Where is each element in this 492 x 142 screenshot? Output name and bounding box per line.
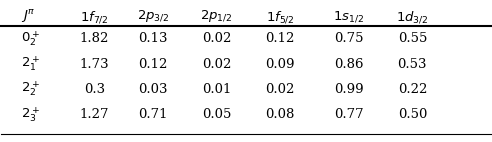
Text: 1.73: 1.73: [80, 58, 109, 71]
Text: 0.02: 0.02: [202, 58, 231, 71]
Text: $2^+_1$: $2^+_1$: [21, 55, 40, 73]
Text: $1f_{5/2}$: $1f_{5/2}$: [266, 9, 295, 25]
Text: $1f_{7/2}$: $1f_{7/2}$: [80, 9, 109, 25]
Text: 0.53: 0.53: [398, 58, 427, 71]
Text: 0.08: 0.08: [266, 108, 295, 121]
Text: 0.03: 0.03: [138, 83, 168, 96]
Text: $2^+_3$: $2^+_3$: [21, 105, 40, 124]
Text: $2p_{3/2}$: $2p_{3/2}$: [137, 9, 169, 24]
Text: $1s_{1/2}$: $1s_{1/2}$: [333, 9, 364, 24]
Text: 1.82: 1.82: [80, 33, 109, 45]
Text: $2p_{1/2}$: $2p_{1/2}$: [200, 9, 233, 24]
Text: 0.01: 0.01: [202, 83, 231, 96]
Text: 0.75: 0.75: [334, 33, 364, 45]
Text: 0.77: 0.77: [334, 108, 364, 121]
Text: 0.86: 0.86: [334, 58, 364, 71]
Text: $0^+_2$: $0^+_2$: [21, 30, 40, 48]
Text: 0.02: 0.02: [266, 83, 295, 96]
Text: 0.13: 0.13: [138, 33, 168, 45]
Text: 0.22: 0.22: [398, 83, 427, 96]
Text: $1d_{3/2}$: $1d_{3/2}$: [396, 9, 429, 25]
Text: 0.71: 0.71: [138, 108, 168, 121]
Text: 0.99: 0.99: [334, 83, 364, 96]
Text: 0.12: 0.12: [266, 33, 295, 45]
Text: 0.55: 0.55: [398, 33, 427, 45]
Text: 0.12: 0.12: [138, 58, 168, 71]
Text: 0.05: 0.05: [202, 108, 231, 121]
Text: $2^+_2$: $2^+_2$: [21, 80, 40, 99]
Text: $J^{\pi}$: $J^{\pi}$: [21, 8, 35, 25]
Text: 1.27: 1.27: [80, 108, 109, 121]
Text: 0.02: 0.02: [202, 33, 231, 45]
Text: 0.50: 0.50: [398, 108, 427, 121]
Text: 0.09: 0.09: [266, 58, 295, 71]
Text: 0.3: 0.3: [84, 83, 105, 96]
